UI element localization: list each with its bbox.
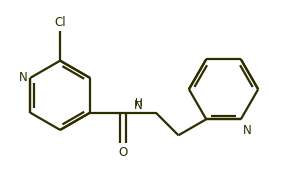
Text: O: O	[118, 146, 128, 159]
Text: N: N	[243, 124, 251, 137]
Text: N: N	[134, 99, 143, 112]
Text: Cl: Cl	[54, 16, 66, 29]
Text: N: N	[19, 71, 28, 84]
Text: H: H	[135, 98, 143, 108]
